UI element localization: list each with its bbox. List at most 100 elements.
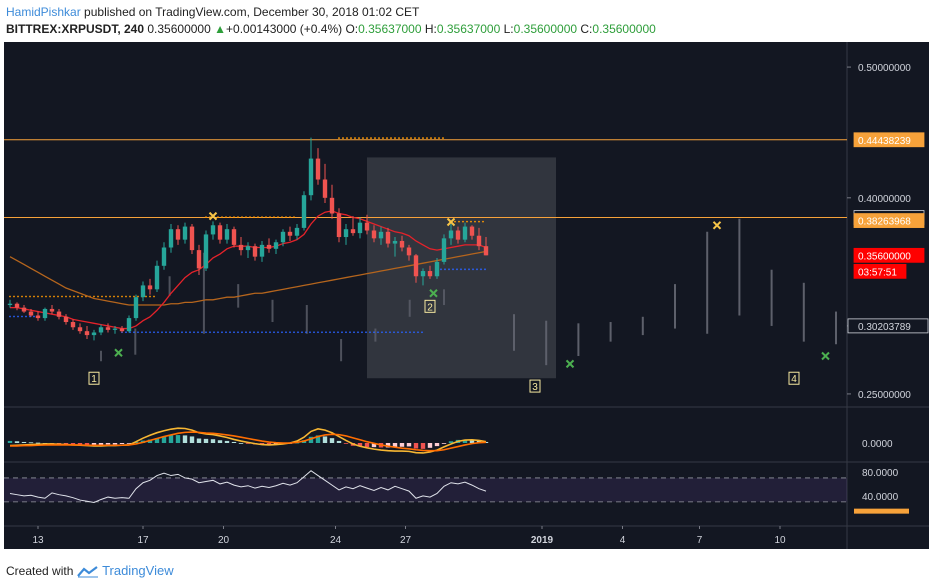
support-dots <box>253 331 255 334</box>
resistance-dots <box>438 137 440 139</box>
resistance-dots <box>61 295 63 298</box>
support-dots <box>237 331 239 334</box>
support-dots <box>413 331 415 334</box>
support-dots <box>177 331 179 334</box>
macd-histogram-bar <box>392 443 398 448</box>
support-dots <box>484 268 486 271</box>
price-tag-box <box>853 263 907 279</box>
macd-histogram-bar <box>441 443 447 444</box>
candle-body <box>147 285 153 290</box>
support-dots <box>273 331 275 334</box>
support-dots <box>153 331 155 334</box>
created-with-text: Created with <box>6 564 74 578</box>
candle-body <box>42 308 48 319</box>
candle-body <box>364 222 370 231</box>
support-dots <box>341 331 343 334</box>
macd-zero-label: 0.0000 <box>862 439 893 450</box>
rsi-tick-label: 80.0000 <box>862 468 899 479</box>
macd-histogram-bar <box>28 442 34 444</box>
macd-histogram-bar <box>371 443 377 448</box>
support-dots <box>125 331 127 334</box>
resistance-dots <box>245 216 247 219</box>
candle-body <box>371 230 377 239</box>
resistance-dots <box>117 295 119 298</box>
resistance-dots <box>229 216 231 219</box>
resistance-dots <box>21 295 23 298</box>
resistance-dots <box>93 295 95 298</box>
last-price: 0.35600000 <box>147 22 211 36</box>
tradingview-brand[interactable]: TradingView <box>102 563 174 578</box>
wave-label-box <box>88 371 100 385</box>
macd-histogram-bar <box>329 438 335 443</box>
support-dots <box>9 315 11 318</box>
resistance-dots <box>73 295 75 298</box>
resistance-dots <box>17 295 19 298</box>
resistance-dots <box>462 220 464 223</box>
candle-body <box>280 231 286 243</box>
author-link[interactable]: HamidPishkar <box>6 5 81 19</box>
support-dots <box>209 331 211 334</box>
macd-histogram-bar <box>224 440 230 443</box>
publish-line: HamidPishkar published on TradingView.co… <box>6 5 419 19</box>
price-chart[interactable]: 1 2 3 4 0.50000000 0.40000000 0.30203789 0.2500… <box>4 42 929 549</box>
open-value: 0.35637000 <box>358 22 422 36</box>
wave-label: 2 <box>427 302 433 313</box>
candle-body <box>7 303 13 306</box>
support-dots <box>409 331 411 334</box>
macd-histogram-bar <box>238 443 244 444</box>
macd-histogram-bar <box>343 443 349 444</box>
candle-body <box>294 227 300 236</box>
chart-panel[interactable]: 1 2 3 4 0.50000000 0.40000000 0.30203789 0.2500… <box>4 42 929 549</box>
resistance-dots <box>466 220 468 223</box>
time-tick-label: 10 <box>774 535 786 546</box>
rsi-value-tag <box>854 508 909 514</box>
candle-body <box>224 229 230 240</box>
macd-histogram-bar <box>217 440 223 443</box>
support-dots <box>385 331 387 334</box>
support-dots <box>361 331 363 334</box>
wave-label-box <box>424 299 436 313</box>
resistance-dots <box>57 295 59 298</box>
resistance-dots <box>293 216 295 219</box>
support-dots <box>365 331 367 334</box>
macd-histogram-bar <box>63 443 69 445</box>
candle-body <box>308 158 314 196</box>
rsi-band-fill <box>4 477 847 502</box>
ohlc-line: BITTREX:XRPUSDT, 240 0.35600000 ▲+0.0014… <box>6 22 656 36</box>
resistance-dots <box>265 216 267 219</box>
candle-body <box>98 327 104 333</box>
resistance-dots <box>434 137 436 139</box>
support-dots <box>369 331 371 334</box>
support-dots <box>452 268 454 271</box>
candle-body <box>133 297 139 319</box>
candle-body <box>231 229 237 245</box>
resistance-dots <box>261 216 263 219</box>
support-dots <box>397 331 399 334</box>
support-dots <box>21 315 23 318</box>
candle-body <box>322 179 328 198</box>
support-dots <box>285 331 287 334</box>
resistance-dots <box>418 137 420 139</box>
resistance-dots <box>390 137 392 139</box>
macd-histogram-bar <box>175 435 181 443</box>
price-tick-label: 0.50000000 <box>858 63 911 74</box>
price-tag-label: 0.44438239 <box>858 136 911 147</box>
resistance-dots <box>77 295 79 298</box>
support-dots <box>233 331 235 334</box>
support-dots <box>165 331 167 334</box>
resistance-dots <box>346 137 348 139</box>
resistance-dots <box>370 137 372 139</box>
price-tag-box <box>853 213 925 228</box>
support-dots <box>189 331 191 334</box>
macd-histogram-bar <box>147 439 153 443</box>
candle-body <box>245 246 251 251</box>
resistance-dots <box>482 220 484 223</box>
support-dots <box>468 268 470 271</box>
support-dots <box>421 331 423 334</box>
support-dots <box>25 315 27 318</box>
candle-body <box>154 265 160 290</box>
support-dots <box>464 268 466 271</box>
macd-histogram-bar <box>315 435 321 443</box>
candle-body <box>35 315 41 319</box>
macd-histogram-bar <box>35 442 41 444</box>
